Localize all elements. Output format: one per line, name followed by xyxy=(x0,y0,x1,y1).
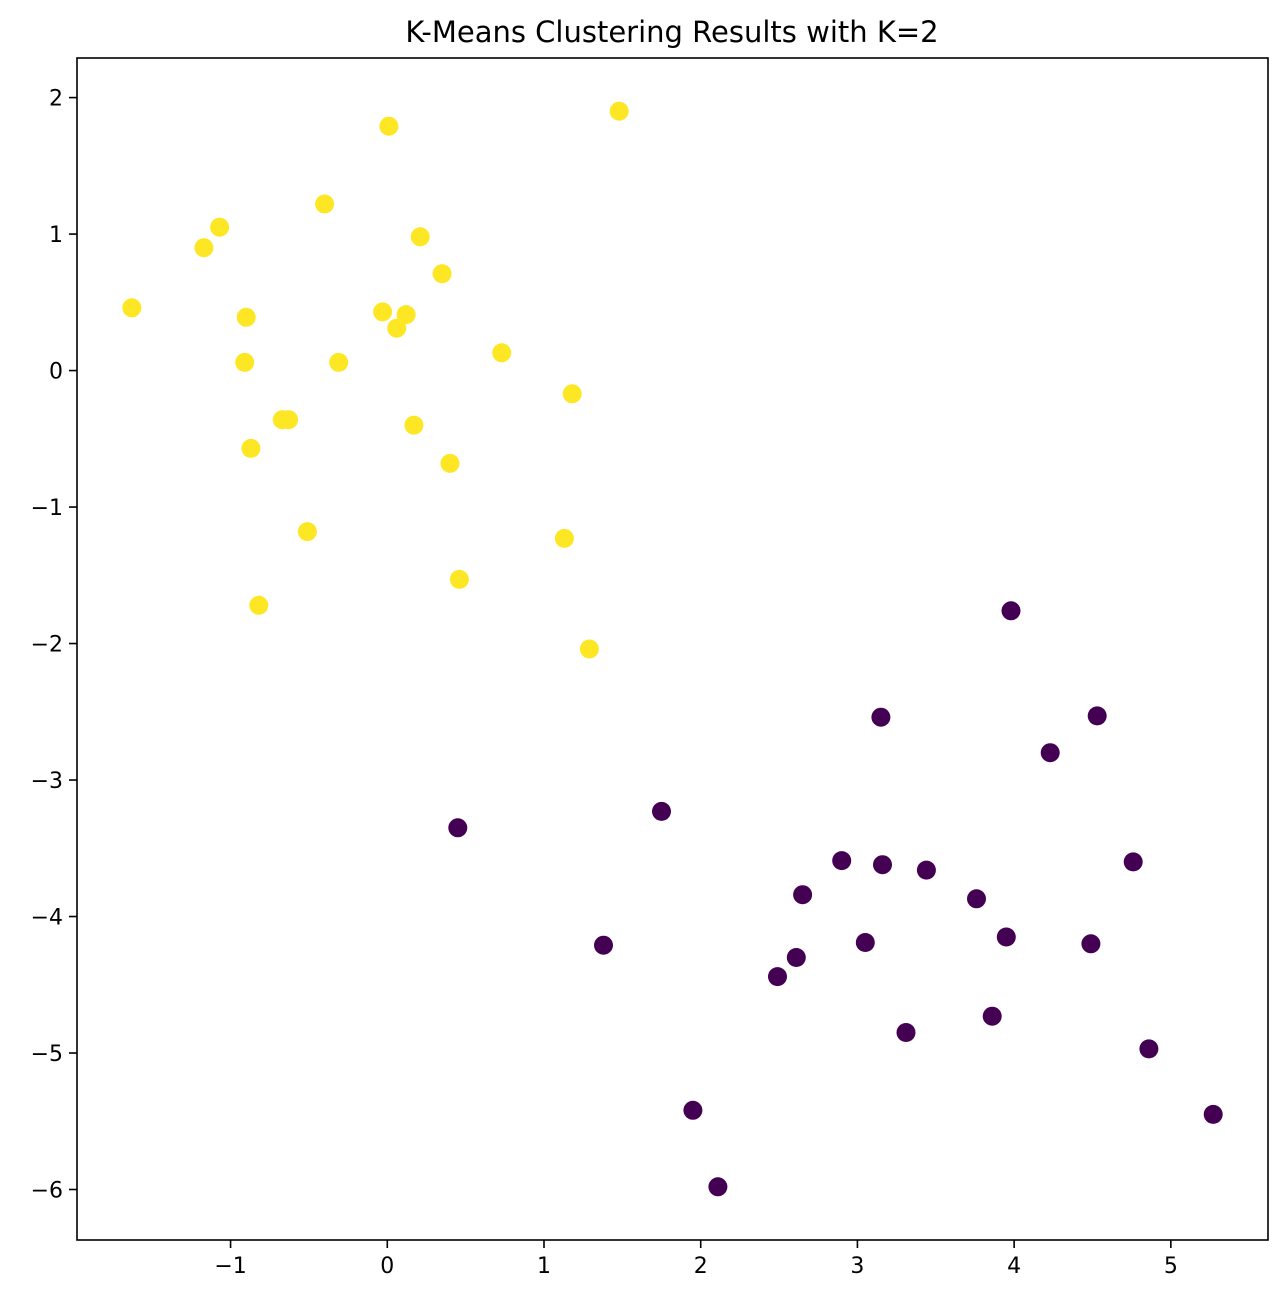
cluster-1-point-1 xyxy=(194,238,214,258)
cluster-1-point-6 xyxy=(249,595,269,615)
cluster-0-point-8 xyxy=(832,851,852,871)
chart-title: K-Means Clustering Results with K=2 xyxy=(405,15,938,49)
cluster-1-point-18 xyxy=(432,264,452,284)
cluster-1-point-15 xyxy=(396,305,416,325)
cluster-0-point-7 xyxy=(793,885,813,905)
cluster-0-point-0 xyxy=(448,818,468,838)
cluster-0-point-9 xyxy=(855,933,875,952)
cluster-1-point-11 xyxy=(329,352,349,372)
cluster-0-point-16 xyxy=(996,927,1016,947)
cluster-1-point-16 xyxy=(404,415,424,435)
x-tick-label: 0 xyxy=(380,1254,394,1279)
cluster-1-point-10 xyxy=(315,194,335,214)
cluster-1-point-9 xyxy=(297,522,317,542)
y-tick-label: −4 xyxy=(31,906,63,931)
y-tick-label: −6 xyxy=(31,1178,63,1203)
cluster-0-point-10 xyxy=(871,707,891,727)
y-tick-label: −2 xyxy=(31,633,63,658)
cluster-0-point-5 xyxy=(768,967,787,987)
points-layer xyxy=(122,101,1223,1197)
cluster-0-point-20 xyxy=(1087,706,1107,726)
y-tick-label: −5 xyxy=(31,1042,63,1067)
cluster-0-point-11 xyxy=(873,855,892,875)
cluster-1-point-23 xyxy=(562,384,582,404)
cluster-1-point-14 xyxy=(387,318,407,338)
cluster-0-point-14 xyxy=(967,889,986,909)
cluster-0-point-13 xyxy=(916,860,936,880)
cluster-0-point-15 xyxy=(982,1006,1002,1026)
cluster-0-point-22 xyxy=(1139,1039,1159,1059)
cluster-1-point-25 xyxy=(609,101,629,121)
cluster-1-point-24 xyxy=(579,639,599,659)
y-tick-label: 2 xyxy=(49,87,63,112)
y-tick-label: −1 xyxy=(31,496,63,521)
cluster-0-point-17 xyxy=(1001,601,1021,621)
cluster-0-point-4 xyxy=(708,1177,728,1197)
y-tick-label: 0 xyxy=(49,360,63,385)
y-tick-label: 1 xyxy=(49,223,63,248)
cluster-0-point-19 xyxy=(1081,934,1101,954)
cluster-0-point-2 xyxy=(594,935,613,955)
cluster-1-point-2 xyxy=(210,217,230,237)
x-tick-label: 1 xyxy=(537,1254,551,1279)
cluster-1-point-12 xyxy=(373,302,393,322)
cluster-0-point-3 xyxy=(683,1100,703,1120)
cluster-1-point-20 xyxy=(449,569,469,589)
x-tick-label: −1 xyxy=(214,1254,246,1279)
cluster-1-point-3 xyxy=(236,307,256,327)
cluster-0-point-12 xyxy=(896,1023,916,1042)
cluster-1-point-5 xyxy=(241,438,261,458)
cluster-0-point-1 xyxy=(652,801,671,821)
cluster-1-point-8 xyxy=(279,410,299,430)
plot-area-frame xyxy=(76,57,1269,1241)
cluster-1-point-22 xyxy=(554,528,574,548)
x-tick-label: 2 xyxy=(694,1254,708,1279)
cluster-1-point-4 xyxy=(235,352,255,372)
x-tick-label: 3 xyxy=(850,1254,864,1279)
cluster-0-point-6 xyxy=(786,948,806,967)
ticks-layer: −1 0 1 2 3 4 5 2 1 0 −1 −2 −3 −4 −5 −6 xyxy=(31,87,1178,1279)
y-tick-label: −3 xyxy=(31,769,63,794)
cluster-1-point-0 xyxy=(122,298,142,318)
x-tick-label: 5 xyxy=(1164,1254,1178,1279)
cluster-1-point-19 xyxy=(440,453,460,473)
cluster-0-point-18 xyxy=(1040,743,1060,763)
cluster-0-point-23 xyxy=(1203,1104,1223,1124)
cluster-1-point-17 xyxy=(410,227,430,247)
cluster-1-point-13 xyxy=(379,116,399,136)
cluster-0-point-21 xyxy=(1123,852,1143,872)
cluster-1-point-21 xyxy=(492,343,512,363)
x-tick-label: 4 xyxy=(1007,1254,1021,1279)
